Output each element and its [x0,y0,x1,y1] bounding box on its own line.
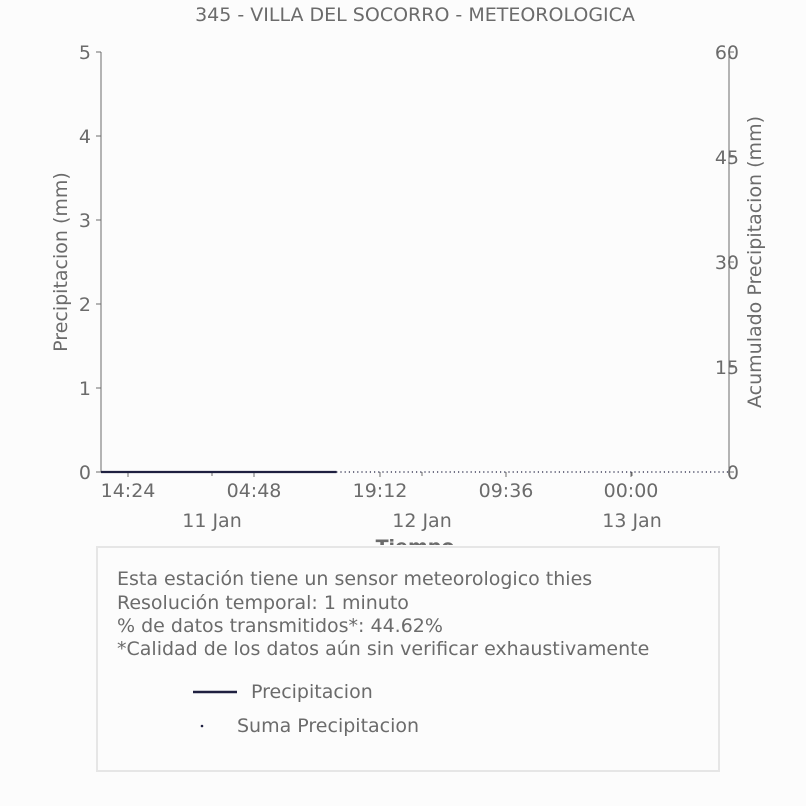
x-tick-label: 09:36 [479,480,534,502]
left-tick-label: 3 [79,210,91,232]
legend-line-swatch [193,690,237,694]
legend-dot-swatch [200,724,204,728]
right-tick-label: 0 [727,462,739,484]
x-date-label: 11 Jan [182,510,242,532]
resolution-info-text: Resolución temporal: 1 minuto [117,592,409,614]
legend-item-suma-precipitacion: Suma Precipitacion [237,715,420,737]
x-tick-label: 14:24 [101,480,156,502]
quality-note-text: *Calidad de los datos aún sin verificar … [117,638,650,660]
right-tick-label: 60 [715,42,739,64]
y-axis-label: Precipitacion (mm) [50,172,72,352]
info-legend-box: Esta estación tiene un sensor meteorolog… [96,546,720,772]
left-tick-label: 1 [79,378,91,400]
legend-item-precipitacion: Precipitacion [251,681,373,703]
right-tick-label: 45 [715,147,739,169]
x-tick-label: 00:00 [604,480,659,502]
right-tick-label: 30 [715,252,739,274]
left-tick-label: 2 [79,294,91,316]
precipitation-chart: 345 - VILLA DEL SOCORRO - METEOROLOGICA 0… [50,4,766,545]
x-axis-label: Tiempo [376,536,455,545]
left-tick-label: 4 [79,126,91,148]
transmitted-data-text: % de datos transmitidos*: 44.62% [117,615,443,637]
left-tick-label: 5 [79,42,91,64]
x-date-label: 13 Jan [602,510,662,532]
x-tick-label: 19:12 [353,480,408,502]
sensor-info-text: Esta estación tiene un sensor meteorolog… [117,568,593,590]
x-date-label: 12 Jan [392,510,452,532]
x-tick-label: 04:48 [227,480,282,502]
right-tick-label: 15 [715,357,739,379]
left-tick-label: 0 [79,462,91,484]
chart-title: 345 - VILLA DEL SOCORRO - METEOROLOGICA [195,4,635,26]
y2-axis-label: Acumulado Precipitacion (mm) [744,116,766,408]
